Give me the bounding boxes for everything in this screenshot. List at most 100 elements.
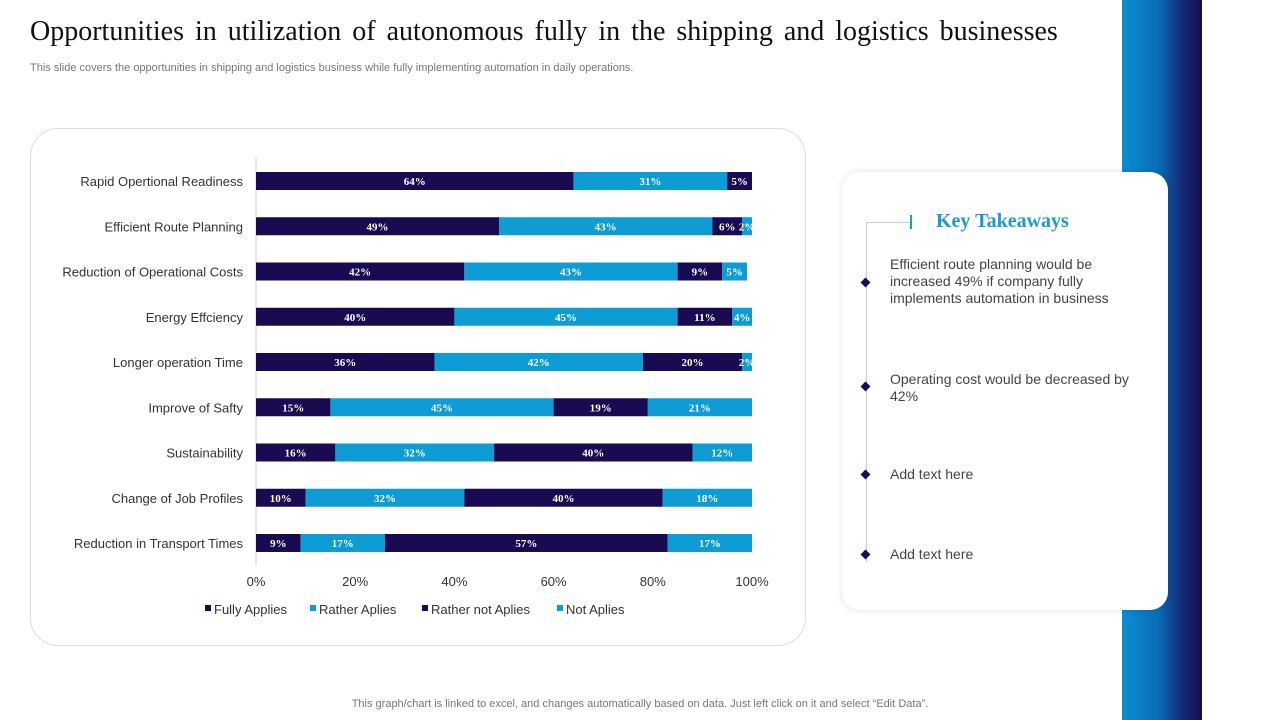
data-label: 45% [431,402,453,414]
bar-segment [712,217,743,236]
data-label: 16% [285,448,307,460]
category-label: Reduction in Transport Times [74,536,244,551]
data-label: 17% [699,538,721,550]
category-label: Longer operation Time [113,355,243,370]
x-tick-label: 0% [247,574,266,589]
bar-segment [677,262,723,281]
x-tick-label: 20% [342,574,368,589]
bar-segment [300,534,385,552]
category-label: Change of Job Profiles [111,491,243,506]
key-takeaways-title: Key Takeaways [936,210,1069,232]
bar-segment [256,172,574,190]
data-label: 10% [270,493,292,505]
legend-swatch [205,605,211,611]
bar-segment [256,488,306,507]
category-label: Sustainability [166,446,243,461]
legend-label: Rather not Aplies [431,602,531,617]
data-label: 20% [681,357,703,369]
bar-segment [642,353,743,371]
bar-segment [662,488,752,507]
bar-segment [256,262,465,281]
x-tick-label: 100% [735,574,769,589]
key-takeaways-panel: Key Takeaways Efficient route planning w… [842,172,1168,610]
data-label: 43% [595,221,617,233]
x-tick-label: 80% [640,574,666,589]
takeaway-item: Add text here [890,466,974,482]
takeaway-item: Add text here [890,546,974,562]
bar-segment [256,217,500,236]
bar-segment [384,534,668,552]
bar-segment [256,398,331,417]
stacked-bar-chart: Rapid Opertional Readiness 64% 31% 5% Effici… [62,158,769,617]
diamond-bullet-icon [860,469,871,480]
data-label: 19% [590,402,612,414]
bar-segment [454,307,678,326]
data-label: 17% [332,538,354,550]
diamond-bullet-icon [860,381,871,392]
data-label: 9% [270,538,287,550]
data-label: 2% [739,357,756,369]
title-marker [910,215,912,229]
page-subtitle: This slide covers the opportunities in s… [30,62,634,74]
category-label: Reduction of Operational Costs [62,265,243,280]
data-label: 11% [694,312,715,324]
page-title: Opportunities in utilization of autonomo… [30,16,1058,47]
bar-segment [647,398,752,417]
bar-segment [667,534,752,552]
legend-swatch [422,605,428,611]
chart-card [30,128,806,646]
legend-label: Rather Aplies [319,602,397,617]
data-label: 5% [726,267,743,279]
data-label: 18% [696,493,718,505]
takeaway-item: Efficient route planning would be increa… [890,256,1109,306]
bar-segment [256,443,336,462]
bar-segment [722,262,748,281]
bar-segment [499,217,713,236]
bar-segment [335,443,495,462]
data-label: 32% [374,493,396,505]
diamond-bullet-icon [860,277,871,288]
bar-segment [464,488,663,507]
bar-segment [494,443,693,462]
x-tick-label: 40% [441,574,467,589]
data-label: 9% [692,267,709,279]
diamond-bullet-icon [860,549,871,560]
category-label: Improve of Safty [148,400,243,415]
data-label: 42% [349,267,371,279]
bar-segment [256,307,455,326]
legend-label: Not Aplies [566,602,625,617]
bar-segment [742,353,752,371]
data-label: 40% [344,312,366,324]
x-tick-label: 60% [541,574,567,589]
data-label: 5% [731,176,748,188]
bar-segment [553,398,648,417]
bar-segment [464,262,678,281]
bar-segment [330,398,554,417]
category-label: Rapid Opertional Readiness [80,174,243,189]
bar-segment [573,172,728,190]
data-label: 43% [560,267,582,279]
footer-note: This graph/chart is linked to excel, and… [351,698,929,710]
bar-segment [692,443,752,462]
data-label: 4% [734,312,751,324]
category-label: Efficient Route Planning [104,219,243,234]
category-label: Energy Effciency [146,310,244,325]
data-label: 40% [553,493,575,505]
data-label: 15% [282,402,304,414]
timeline-connector [866,222,910,223]
bar-segment [256,534,301,552]
bar-segment [305,488,465,507]
data-label: 57% [515,538,537,550]
data-label: 32% [404,448,426,460]
bar-segment [732,307,752,326]
bar-segment [434,353,643,371]
bar-segment [256,353,435,371]
takeaway-item: Operating cost would be decreased by 42% [890,371,1129,404]
data-label: 31% [639,176,661,188]
data-label: 21% [689,402,711,414]
legend-swatch [310,605,316,611]
timeline-line [866,222,867,562]
bar-segment [677,307,733,326]
data-label: 64% [404,176,426,188]
data-label: 42% [528,357,550,369]
